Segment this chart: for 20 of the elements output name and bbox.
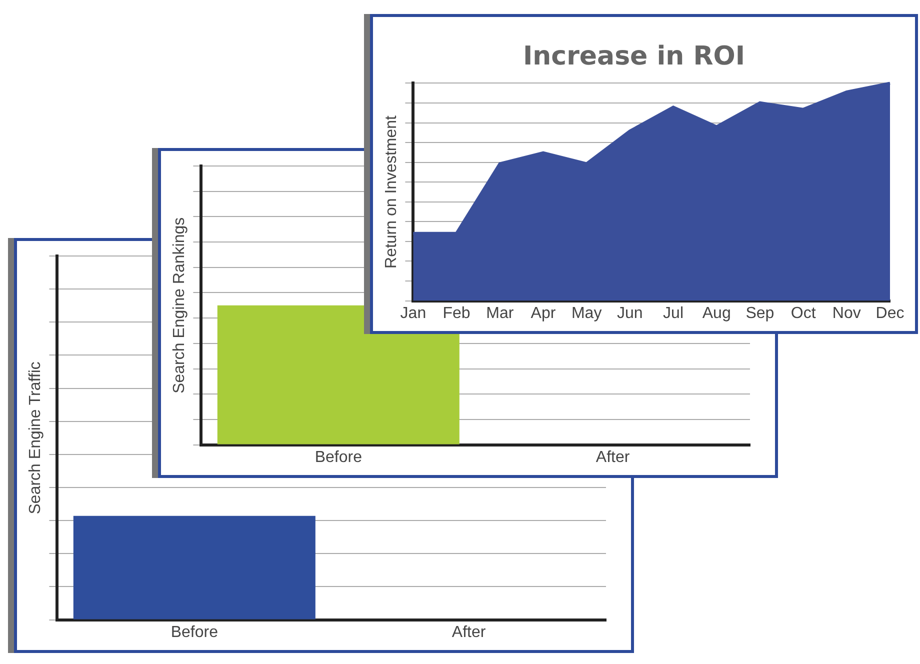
x-tick-label: After: [596, 448, 630, 466]
x-tick-label: Sep: [746, 304, 774, 322]
x-tick-label: Jan: [400, 304, 426, 322]
x-tick-label: May: [571, 304, 602, 322]
x-tick-label: Nov: [832, 304, 861, 322]
x-tick-label: Aug: [702, 304, 731, 322]
x-tick-label: Jun: [617, 304, 643, 322]
chart-title: Increase in ROI: [522, 41, 746, 72]
y-axis-title: Search Engine Rankings: [171, 217, 188, 394]
y-axis-title: Return on Investment: [383, 114, 400, 268]
x-tick-label: Dec: [876, 304, 904, 322]
x-tick-label: After: [452, 624, 486, 641]
x-tick-label: Mar: [486, 304, 514, 322]
x-tick-label: Before: [170, 624, 218, 641]
x-tick-label: Jul: [663, 304, 684, 322]
y-axis-title: Search Engine Traffic: [27, 362, 44, 514]
x-tick-label: Before: [314, 448, 362, 466]
x-tick-label: Apr: [530, 304, 556, 322]
x-tick-label: Feb: [442, 304, 470, 322]
x-tick-label: Oct: [790, 304, 816, 322]
